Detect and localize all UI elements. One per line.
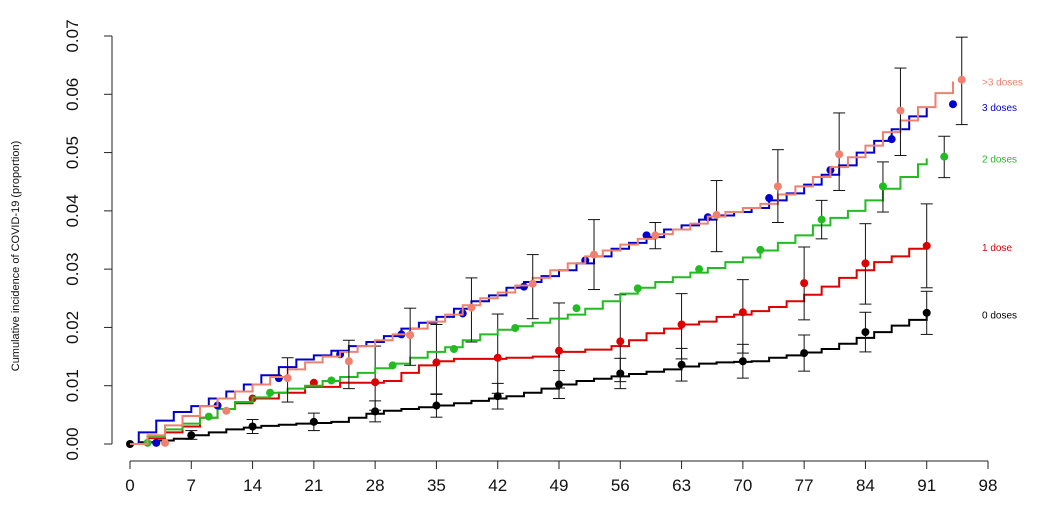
data-point — [572, 304, 581, 313]
x-tick-label: 0 — [125, 476, 134, 495]
data-point — [152, 438, 161, 447]
data-point — [309, 417, 318, 426]
series-labels: 0 doses 1 dose 2 doses 3 doses >3 doses — [982, 77, 1023, 321]
x-tick-label: 98 — [979, 476, 998, 495]
data-point — [948, 100, 957, 109]
step-curve — [130, 158, 928, 445]
series-4 — [130, 36, 968, 447]
data-point — [344, 357, 353, 366]
data-point — [677, 320, 686, 329]
data-point — [266, 388, 275, 397]
data-point — [511, 324, 520, 333]
y-tick-label: 0.05 — [63, 136, 82, 169]
x-tick-label: 63 — [672, 476, 691, 495]
data-point — [712, 210, 721, 219]
x-tick-label: 77 — [795, 476, 814, 495]
data-point — [738, 308, 747, 317]
x-tick-label: 91 — [917, 476, 936, 495]
data-point — [222, 406, 231, 415]
series-label: >3 doses — [982, 77, 1023, 88]
data-point — [432, 401, 441, 410]
data-point — [274, 374, 283, 383]
step-curve — [130, 81, 954, 445]
series-label: 1 dose — [982, 243, 1012, 254]
data-point — [651, 231, 660, 240]
data-point — [590, 250, 599, 259]
data-point — [738, 357, 747, 366]
data-point — [519, 282, 528, 291]
series-2 — [130, 135, 951, 447]
data-point — [765, 194, 774, 203]
y-axis-title: Cumulative incidence of COVID-19 (propor… — [10, 141, 22, 372]
x-tick-label: 84 — [856, 476, 875, 495]
data-point — [371, 378, 380, 387]
y-tick-label: 0.01 — [63, 369, 82, 402]
data-point — [817, 215, 826, 224]
data-point — [161, 438, 170, 447]
x-tick-label: 70 — [733, 476, 752, 495]
data-point — [467, 303, 476, 312]
data-point — [187, 431, 196, 440]
data-point — [248, 422, 257, 431]
step-curve — [130, 246, 928, 445]
x-tick-label: 35 — [427, 476, 446, 495]
data-point — [800, 279, 809, 288]
data-point — [449, 344, 458, 353]
step-curve — [130, 314, 928, 445]
data-point — [493, 353, 502, 362]
data-point — [861, 259, 870, 268]
data-point — [756, 245, 765, 254]
y-tick-label: 0.00 — [63, 427, 82, 460]
series-label: 0 doses — [982, 311, 1017, 322]
data-point — [922, 241, 931, 250]
data-point — [957, 75, 966, 84]
data-point — [432, 358, 441, 367]
y-tick-label: 0.07 — [63, 19, 82, 52]
series-1 — [130, 203, 933, 445]
x-tick-label: 56 — [611, 476, 630, 495]
axes: 0 7 14 21 28 35 42 49 56 63 70 77 84 91 98 0.00 0.01 0.02… — [63, 19, 997, 495]
data-point — [388, 361, 397, 370]
data-point — [555, 346, 563, 355]
data-point — [677, 360, 686, 369]
data-point — [887, 135, 896, 144]
data-point — [800, 349, 809, 358]
data-point — [835, 150, 844, 159]
series-layer — [126, 36, 968, 448]
y-tick-label: 0.06 — [63, 78, 82, 111]
data-point — [327, 376, 336, 385]
data-point — [940, 152, 949, 161]
step-curve — [130, 107, 928, 445]
series-label: 2 doses — [982, 154, 1017, 165]
data-point — [204, 412, 213, 421]
data-point — [493, 392, 502, 401]
x-tick-label: 28 — [366, 476, 385, 495]
data-point — [878, 182, 887, 191]
x-tick-label: 49 — [550, 476, 569, 495]
series-3 — [130, 100, 957, 447]
x-tick-label: 42 — [488, 476, 507, 495]
data-point — [642, 231, 651, 240]
data-point — [695, 265, 704, 274]
data-point — [283, 374, 292, 383]
data-point — [528, 279, 537, 288]
x-tick-label: 21 — [304, 476, 323, 495]
data-point — [773, 182, 782, 191]
y-tick-label: 0.02 — [63, 311, 82, 344]
y-tick-label: 0.04 — [63, 194, 82, 227]
data-point — [896, 106, 905, 115]
data-point — [406, 331, 415, 340]
data-point — [616, 337, 625, 346]
series-label: 3 doses — [982, 103, 1017, 114]
series-0 — [126, 290, 933, 448]
y-tick-label: 0.03 — [63, 253, 82, 286]
x-tick-label: 7 — [187, 476, 196, 495]
x-tick-label: 14 — [243, 476, 262, 495]
data-point — [633, 284, 642, 293]
data-point — [922, 308, 931, 317]
data-point — [861, 328, 870, 337]
data-point — [371, 407, 380, 416]
